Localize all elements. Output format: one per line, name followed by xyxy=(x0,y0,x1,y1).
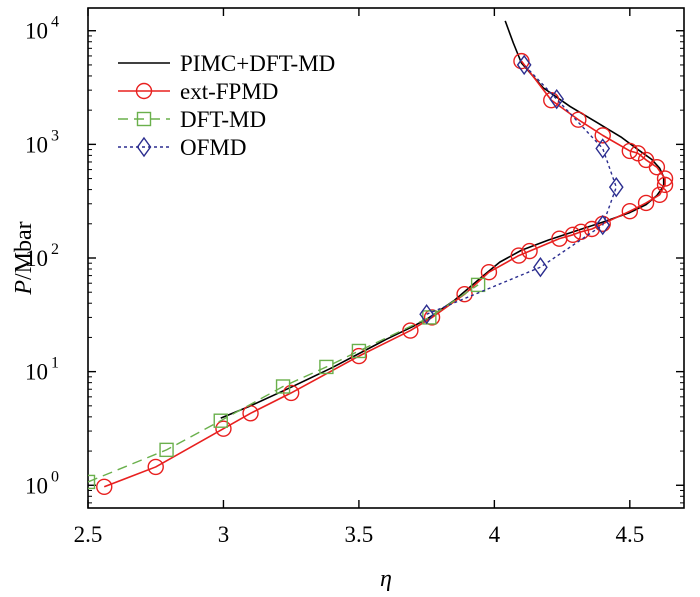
y-tick-exponent: 3 xyxy=(51,127,59,144)
data-point xyxy=(572,223,590,241)
data-point xyxy=(510,247,527,264)
x-tick-label: 4.5 xyxy=(615,522,644,547)
data-point xyxy=(608,176,624,198)
x-tick-label: 4 xyxy=(489,522,501,547)
y-tick-label: 10 xyxy=(25,473,48,498)
data-point xyxy=(656,170,674,187)
y-tick-label: 10 xyxy=(25,246,48,271)
data-point xyxy=(419,304,434,325)
data-point xyxy=(621,203,639,220)
data-point xyxy=(351,343,367,359)
y-axis-title-symbol: P xyxy=(11,280,37,296)
x-axis-title: η xyxy=(380,566,392,592)
y-tick-exponent: 1 xyxy=(51,355,59,372)
data-point xyxy=(651,186,668,203)
series-ext-fpmd xyxy=(96,52,674,495)
y-tick-label: 10 xyxy=(25,19,48,44)
data-point xyxy=(275,379,291,394)
legend-marker xyxy=(135,82,153,100)
legend-marker xyxy=(136,136,152,158)
data-point xyxy=(549,88,565,110)
series-line xyxy=(426,64,617,315)
data-point xyxy=(470,277,486,293)
data-point xyxy=(637,194,655,212)
data-point xyxy=(147,458,164,476)
data-point xyxy=(521,242,538,260)
data-point xyxy=(96,478,113,495)
data-point xyxy=(159,442,174,458)
data-point xyxy=(595,138,611,159)
y-tick-label: 10 xyxy=(25,360,48,385)
data-point xyxy=(480,263,498,281)
data-point xyxy=(595,214,611,236)
y-tick-exponent: 4 xyxy=(51,14,59,31)
y-axis-title: P/Mbar xyxy=(11,221,37,295)
data-point xyxy=(564,226,582,244)
data-point xyxy=(629,145,647,162)
data-point xyxy=(215,420,232,437)
data-point xyxy=(516,54,532,76)
x-tick-label: 2.5 xyxy=(74,522,103,547)
data-point xyxy=(621,142,639,160)
data-point xyxy=(423,309,441,326)
x-tick-label: 3 xyxy=(218,522,230,547)
data-point xyxy=(402,322,419,339)
y-axis-title-unit: /Mbar xyxy=(11,221,37,280)
legend-label: DFT-MD xyxy=(180,107,266,132)
data-point xyxy=(513,52,530,70)
axis-ticks xyxy=(87,8,684,508)
legend: PIMC+DFT-MD ext-FPMD DFT-MD OFMD xyxy=(118,51,335,160)
plot-frame xyxy=(87,7,685,509)
data-point xyxy=(594,127,611,144)
legend-label: PIMC+DFT-MD xyxy=(180,51,335,76)
y-tick-exponent: 0 xyxy=(51,468,59,485)
legend-marker xyxy=(136,111,152,127)
series-layer xyxy=(88,20,674,495)
y-tick-exponent: 2 xyxy=(51,241,59,258)
data-point xyxy=(456,286,473,303)
series-line xyxy=(88,284,479,483)
data-point xyxy=(570,111,587,128)
data-point xyxy=(242,405,259,422)
series-ofmd xyxy=(419,54,624,325)
data-point xyxy=(88,474,96,490)
data-point xyxy=(319,359,334,375)
x-tick-label: 3.5 xyxy=(345,522,374,547)
data-point xyxy=(213,413,228,428)
legend-label: OFMD xyxy=(180,135,246,160)
x-tick-labels: 2.5 3 3.5 4 4.5 xyxy=(74,522,645,547)
data-point xyxy=(533,257,548,278)
data-point xyxy=(656,176,674,194)
y-tick-label: 10 xyxy=(25,132,48,157)
data-point xyxy=(350,347,368,365)
series-dft-md xyxy=(88,277,486,490)
legend-label: ext-FPMD xyxy=(180,79,278,104)
